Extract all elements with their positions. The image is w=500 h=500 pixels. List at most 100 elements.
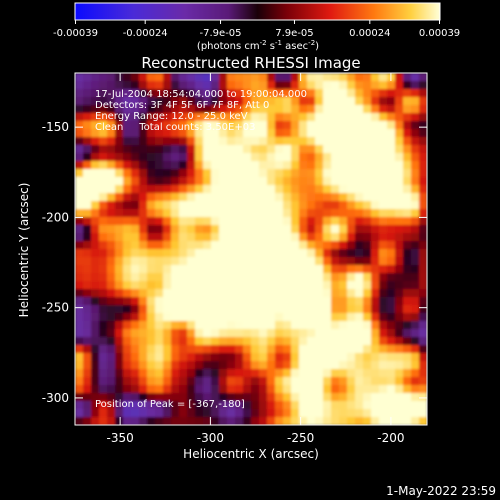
heatmap-pixel — [291, 145, 300, 154]
heatmap-pixel — [243, 329, 252, 338]
heatmap-pixel — [219, 385, 228, 394]
heatmap-pixel — [147, 145, 156, 154]
heatmap-pixel — [283, 305, 292, 314]
heatmap-pixel — [283, 217, 292, 226]
heatmap-pixel — [299, 321, 308, 330]
heatmap-pixel — [379, 417, 388, 425]
heatmap-pixel — [403, 169, 412, 178]
heatmap-pixel — [395, 153, 404, 162]
heatmap-pixel — [195, 385, 204, 394]
heatmap-pixel — [323, 121, 332, 130]
heatmap-pixel — [115, 129, 124, 138]
heatmap-pixel — [291, 153, 300, 162]
heatmap-pixel — [403, 337, 412, 346]
heatmap-pixel — [243, 105, 252, 114]
heatmap-pixel — [155, 417, 164, 425]
heatmap-pixel — [195, 417, 204, 425]
heatmap-pixel — [363, 401, 372, 410]
heatmap-pixel — [291, 89, 300, 98]
heatmap-pixel — [299, 337, 308, 346]
heatmap-pixel — [235, 113, 244, 122]
heatmap-pixel — [371, 273, 380, 282]
heatmap-pixel — [179, 329, 188, 338]
heatmap-pixel — [91, 385, 100, 394]
heatmap-pixel — [283, 209, 292, 218]
heatmap-pixel — [227, 305, 236, 314]
heatmap-pixel — [339, 289, 348, 298]
heatmap-pixel — [403, 177, 412, 186]
heatmap-pixel — [363, 217, 372, 226]
heatmap-pixel — [115, 401, 124, 410]
heatmap-pixel — [291, 281, 300, 290]
heatmap-pixel — [363, 193, 372, 202]
heatmap-pixel — [179, 321, 188, 330]
heatmap-pixel — [243, 377, 252, 386]
heatmap-pixel — [251, 281, 260, 290]
heatmap-pixel — [379, 409, 388, 418]
heatmap-pixel — [363, 137, 372, 146]
heatmap-pixel — [243, 233, 252, 242]
heatmap-pixel — [107, 233, 116, 242]
heatmap-pixel — [251, 177, 260, 186]
heatmap-pixel — [147, 137, 156, 146]
heatmap-pixel — [163, 385, 172, 394]
heatmap-pixel — [219, 161, 228, 170]
heatmap-pixel — [163, 417, 172, 425]
heatmap-pixel — [179, 361, 188, 370]
heatmap-pixel — [171, 393, 180, 402]
heatmap-pixel — [115, 177, 124, 186]
heatmap-pixel — [299, 105, 308, 114]
heatmap-pixel — [363, 81, 372, 90]
heatmap-pixel — [99, 153, 108, 162]
observation-info: 17-Jul-2004 18:54:04.000 to 19:00:04.000… — [95, 89, 307, 133]
heatmap-pixel — [107, 153, 116, 162]
heatmap-pixel — [83, 329, 92, 338]
heatmap-pixel — [283, 353, 292, 362]
heatmap-pixel — [419, 281, 427, 290]
heatmap-pixel — [291, 217, 300, 226]
heatmap-pixel — [339, 137, 348, 146]
heatmap-pixel — [179, 345, 188, 354]
heatmap-pixel — [147, 185, 156, 194]
heatmap-pixel — [283, 73, 292, 82]
heatmap-pixel — [299, 401, 308, 410]
heatmap-pixel — [83, 265, 92, 274]
heatmap-pixel — [371, 89, 380, 98]
heatmap-pixel — [299, 377, 308, 386]
heatmap-pixel — [315, 409, 324, 418]
heatmap-pixel — [211, 265, 220, 274]
heatmap-pixel — [419, 353, 427, 362]
heatmap-pixel — [363, 353, 372, 362]
heatmap-pixel — [219, 273, 228, 282]
heatmap-pixel — [259, 417, 268, 425]
heatmap-pixel — [75, 153, 84, 162]
heatmap-pixel — [187, 377, 196, 386]
heatmap-pixel — [195, 73, 204, 82]
colorbar-tick-label: -0.00024 — [123, 28, 168, 39]
heatmap-pixel — [307, 377, 316, 386]
heatmap-pixel — [211, 89, 220, 98]
heatmap-pixel — [219, 321, 228, 330]
heatmap-pixel — [307, 129, 316, 138]
heatmap-pixel — [187, 161, 196, 170]
heatmap-pixel — [211, 305, 220, 314]
heatmap-pixel — [387, 153, 396, 162]
heatmap-pixel — [339, 313, 348, 322]
heatmap-pixel — [323, 97, 332, 106]
heatmap-pixel — [315, 145, 324, 154]
heatmap-pixel — [411, 73, 420, 82]
heatmap-pixel — [347, 289, 356, 298]
heatmap-pixel — [387, 113, 396, 122]
heatmap-pixel — [403, 361, 412, 370]
heatmap-pixel — [187, 297, 196, 306]
heatmap-pixel — [187, 233, 196, 242]
heatmap-pixel — [403, 153, 412, 162]
heatmap-pixel — [299, 217, 308, 226]
heatmap-pixel — [355, 169, 364, 178]
heatmap-pixel — [227, 81, 236, 90]
heatmap-pixel — [259, 209, 268, 218]
heatmap-pixel — [267, 113, 276, 122]
heatmap-pixel — [363, 417, 372, 425]
heatmap-pixel — [131, 273, 140, 282]
heatmap-pixel — [411, 81, 420, 90]
